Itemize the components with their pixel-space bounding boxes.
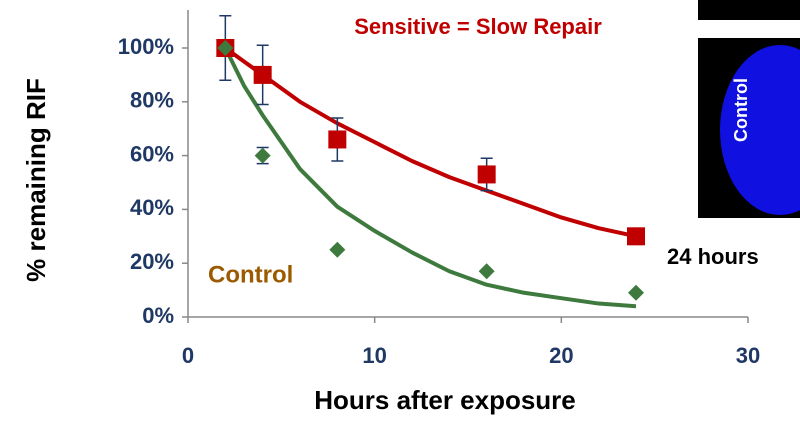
- y-tick-label: 40%: [130, 195, 174, 220]
- marker: [478, 263, 495, 280]
- image-top: [698, 0, 800, 20]
- marker: [477, 165, 496, 184]
- marker: [217, 40, 234, 56]
- x-tick-label: 30: [736, 343, 760, 368]
- x-axis-title: Hours after exposure: [314, 385, 576, 415]
- marker: [254, 147, 271, 164]
- x-tick-label: 10: [362, 343, 386, 368]
- fit-curve: [223, 47, 637, 309]
- y-tick-label: 100%: [118, 34, 174, 59]
- marker: [253, 65, 272, 84]
- y-tick-label: 80%: [130, 88, 174, 113]
- marker: [328, 130, 347, 149]
- image-label: Control: [731, 78, 751, 142]
- nucleus: [720, 45, 800, 215]
- x-tick-label: 0: [182, 343, 194, 368]
- fit-curve: [224, 46, 637, 239]
- marker: [329, 241, 346, 258]
- marker: [628, 284, 644, 301]
- x-tick-label: 20: [549, 343, 573, 368]
- series-label: Sensitive = Slow Repair: [354, 14, 602, 39]
- y-tick-label: 20%: [130, 249, 174, 274]
- y-tick-label: 0%: [142, 303, 174, 328]
- series-label: Control: [208, 261, 293, 288]
- y-axis-title: % remaining RIF: [21, 78, 51, 282]
- image-caption: 24 hours: [667, 244, 759, 269]
- y-tick-label: 60%: [130, 141, 174, 166]
- marker: [627, 227, 645, 246]
